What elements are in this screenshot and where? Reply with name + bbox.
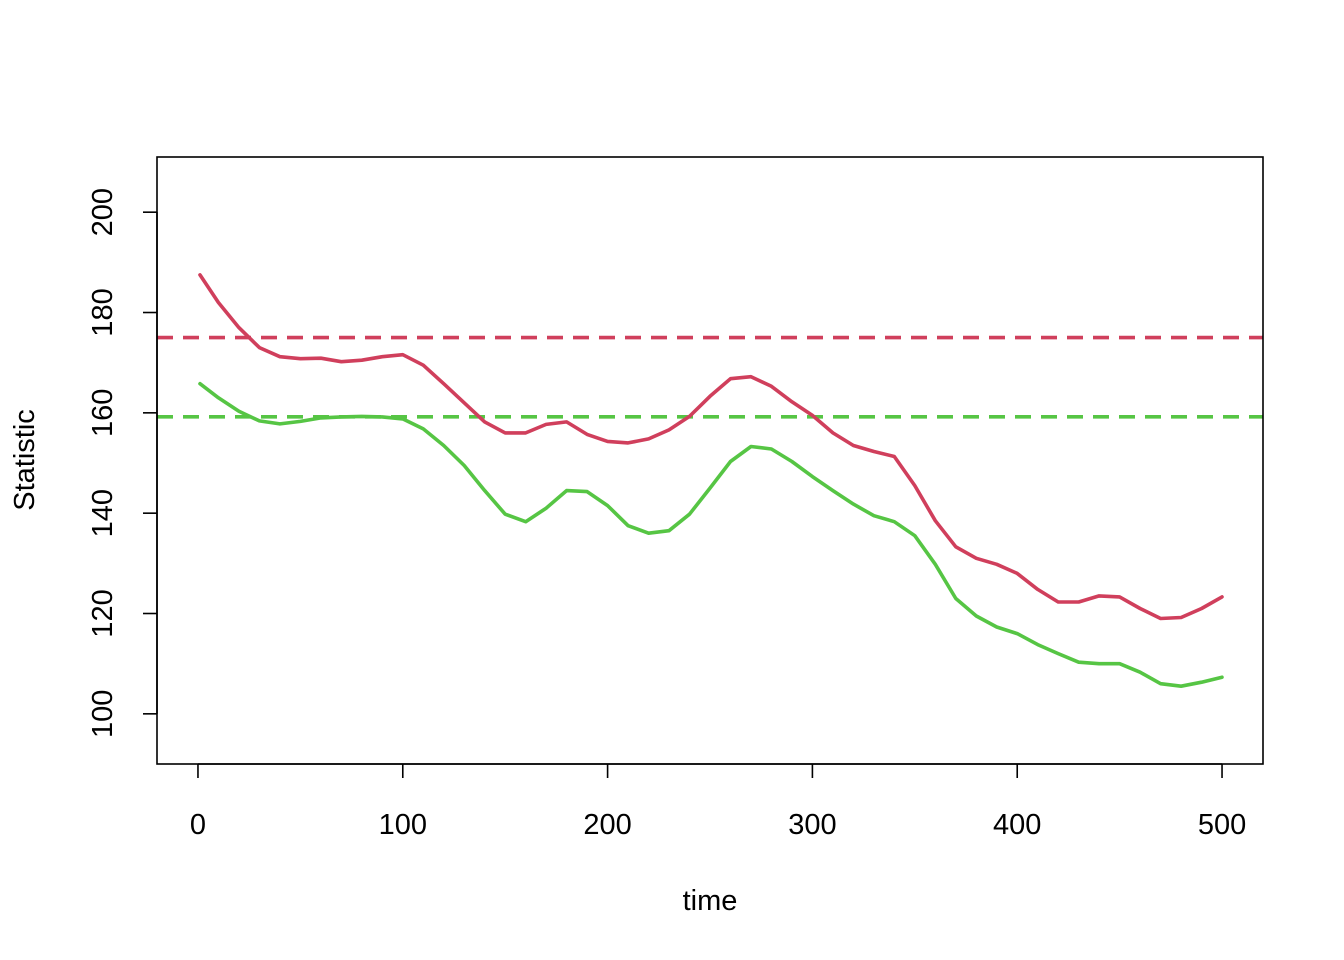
plot-frame <box>156 156 1264 765</box>
reference-lines <box>157 335 1263 419</box>
x-tick-label: 300 <box>788 809 836 841</box>
x-tick-label: 100 <box>379 809 427 841</box>
y-tick-label: 180 <box>87 288 119 336</box>
y-tick-label: 140 <box>87 489 119 537</box>
y-axis: 100 120 140 160 180 200 <box>87 188 158 738</box>
y-tick-label: 120 <box>87 589 119 637</box>
x-axis: 0 100 200 300 400 500 <box>190 763 1246 841</box>
x-tick-label: 500 <box>1198 809 1246 841</box>
series-lines <box>198 273 1224 689</box>
y-tick-label: 100 <box>87 690 119 738</box>
x-axis-title: time <box>683 885 738 917</box>
y-tick-label: 160 <box>87 389 119 437</box>
series-line-1 <box>198 273 1224 621</box>
x-tick-label: 0 <box>190 809 206 841</box>
y-axis-title: Statistic <box>9 409 41 511</box>
y-tick-label: 200 <box>87 188 119 236</box>
series-line-2 <box>198 381 1224 689</box>
x-tick-label: 400 <box>993 809 1041 841</box>
x-tick-label: 200 <box>583 809 631 841</box>
